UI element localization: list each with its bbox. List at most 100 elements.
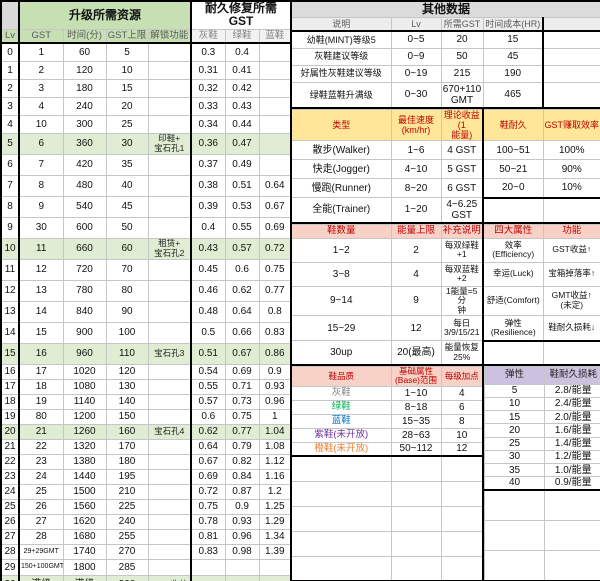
- cell-level[interactable]: 8: [0, 195, 20, 218]
- cell-points[interactable]: 12: [440, 441, 484, 458]
- empty-cell[interactable]: [484, 489, 545, 521]
- cell-gray-shoe-repair[interactable]: 0.81: [190, 528, 226, 545]
- cell-gray-shoe-repair[interactable]: 0.33: [190, 96, 226, 116]
- cell-blue-shoe-repair[interactable]: 0.64: [258, 174, 292, 197]
- cell-unlock-feature[interactable]: [147, 321, 192, 344]
- cell-gst-cap[interactable]: 50: [105, 216, 149, 239]
- cell-unlock-feature[interactable]: [147, 543, 192, 560]
- cell-unlock-feature[interactable]: 印鞋+ 宝石孔1: [147, 132, 192, 155]
- cell-gray-shoe-repair[interactable]: 0.31: [190, 60, 226, 80]
- cell-green-shoe-repair[interactable]: 0.55: [224, 216, 260, 239]
- cell-durability-cost[interactable]: 2.4/能量: [544, 396, 600, 412]
- empty-cell[interactable]: [440, 555, 484, 581]
- col-header-notes[interactable]: 补充说明: [440, 223, 484, 239]
- col-header-time[interactable]: 时间(分): [62, 28, 107, 45]
- cell-time-cost[interactable]: 190: [482, 64, 544, 83]
- cell-gray-shoe-repair[interactable]: 0.83: [190, 543, 226, 560]
- cell-gray-shoe-repair[interactable]: 0.43: [190, 237, 226, 260]
- cell-shoe-count-range[interactable]: 9~14: [290, 285, 392, 317]
- cell-unlock-feature[interactable]: 宝石孔3: [147, 342, 192, 365]
- cell-level[interactable]: 7: [0, 174, 20, 197]
- cell-unlock-feature[interactable]: [147, 528, 192, 545]
- cell-level[interactable]: 24: [0, 483, 20, 500]
- cell-durability-cost[interactable]: 1.0/能量: [544, 462, 600, 478]
- cell-level[interactable]: 16: [0, 363, 20, 380]
- cell-gst-cap[interactable]: 80: [105, 279, 149, 302]
- cell-resilience-value[interactable]: 25: [484, 436, 545, 451]
- empty-cell[interactable]: [390, 530, 442, 557]
- cell-attribute[interactable]: 舒适(Comfort): [482, 285, 544, 317]
- cell-blue-shoe-repair[interactable]: 0.93: [258, 378, 292, 395]
- empty-cell[interactable]: [484, 519, 545, 552]
- cell-gray-shoe-repair[interactable]: 0.6: [190, 408, 226, 425]
- cell-gray-shoe-repair[interactable]: 0.32: [190, 78, 226, 98]
- cell-level[interactable]: 4: [0, 114, 20, 134]
- cell-gst-cap[interactable]: 10: [105, 60, 149, 80]
- cell-gst-cap[interactable]: 300: [105, 574, 149, 581]
- cell-gst-efficiency[interactable]: [542, 197, 600, 224]
- cell-level[interactable]: 12: [0, 279, 20, 302]
- col-header-durability-cost[interactable]: 鞋耐久损耗: [544, 365, 600, 385]
- cell-energy-cap[interactable]: 20(最高): [390, 340, 442, 366]
- cell-gray-shoe-repair[interactable]: 0.4: [190, 216, 226, 239]
- cell-unlock-feature[interactable]: [147, 378, 192, 395]
- empty-cell[interactable]: [290, 530, 392, 557]
- cell-level[interactable]: 2: [0, 78, 20, 98]
- empty-cell[interactable]: [290, 455, 392, 482]
- cell-blue-shoe-repair[interactable]: 1.08: [258, 438, 292, 455]
- cell-green-shoe-repair[interactable]: 0.49: [224, 153, 260, 176]
- cell-gst-cost[interactable]: 13: [18, 279, 64, 302]
- empty-cell[interactable]: [390, 480, 442, 507]
- cell-blue-shoe-repair[interactable]: 0.75: [258, 258, 292, 281]
- cell-level[interactable]: 22: [0, 453, 20, 470]
- cell-gst-efficiency[interactable]: 100%: [542, 140, 600, 161]
- cell-green-shoe-repair[interactable]: 0.47: [224, 132, 260, 155]
- cell-time-minutes[interactable]: 780: [62, 279, 107, 302]
- cell-gray-shoe-repair[interactable]: 0.75: [190, 498, 226, 515]
- cell-blue-shoe-repair[interactable]: 1.2: [258, 483, 292, 500]
- cell-energy-cap[interactable]: 9: [390, 285, 442, 317]
- cell-time-minutes[interactable]: 1140: [62, 393, 107, 410]
- cell-gst-needed[interactable]: 670+110 GMT: [440, 81, 484, 109]
- cell-resilience-value[interactable]: 35: [484, 462, 545, 478]
- cell-resilience-value[interactable]: 40: [484, 476, 545, 491]
- col-header-four-attributes[interactable]: 四大属性: [482, 223, 544, 239]
- cell-durability-cost[interactable]: 0.9/能量: [544, 476, 600, 491]
- cell-gst-efficiency[interactable]: 90%: [542, 159, 600, 180]
- cell-gray-shoe-repair[interactable]: 0.3: [190, 42, 226, 62]
- cell-level[interactable]: 1: [0, 60, 20, 80]
- empty-cell[interactable]: [390, 505, 442, 532]
- cell-optimal-speed[interactable]: 8~20: [390, 178, 442, 199]
- col-header-gst-needed[interactable]: 所需GST: [440, 16, 484, 32]
- cell-gray-shoe-repair[interactable]: 0.57: [190, 393, 226, 410]
- cell-level[interactable]: 18: [0, 393, 20, 410]
- cell-durability-cost[interactable]: 2.0/能量: [544, 410, 600, 425]
- cell-description[interactable]: 灰鞋建议等级: [290, 47, 392, 66]
- cell-blue-shoe-repair[interactable]: 1.39: [258, 543, 292, 560]
- cell-gst-cost[interactable]: 6: [18, 132, 64, 155]
- cell-base-range[interactable]: 50~112: [390, 441, 442, 458]
- cell-green-shoe-repair[interactable]: 0.79: [224, 438, 260, 455]
- cell-level[interactable]: 0: [0, 42, 20, 62]
- cell-note[interactable]: 每双绿鞋 +1: [440, 237, 484, 263]
- cell-blue-shoe-repair[interactable]: [258, 96, 292, 116]
- cell-shoe-count-range[interactable]: 30up: [290, 340, 392, 366]
- cell-gst-cap[interactable]: 70: [105, 258, 149, 281]
- cell-time-cost[interactable]: 45: [482, 47, 544, 66]
- cell-gst-cap[interactable]: 285: [105, 558, 149, 576]
- cell-blue-shoe-repair[interactable]: 1.34: [258, 528, 292, 545]
- cell-gst-efficiency[interactable]: 10%: [542, 178, 600, 199]
- cell-theoretical-earn[interactable]: 5 GST: [440, 159, 484, 180]
- empty-cell[interactable]: [542, 81, 600, 109]
- cell-gst-needed[interactable]: 50: [440, 47, 484, 66]
- cell-type-name[interactable]: 慢跑(Runner): [290, 178, 392, 199]
- cell-level[interactable]: 26: [0, 513, 20, 530]
- empty-cell[interactable]: [390, 555, 442, 581]
- cell-time-minutes[interactable]: 满级: [62, 574, 107, 581]
- cell-unlock-feature[interactable]: [147, 42, 192, 62]
- cell-time-minutes[interactable]: 1560: [62, 498, 107, 515]
- cell-green-shoe-repair[interactable]: 0.98: [224, 543, 260, 560]
- cell-blue-shoe-repair[interactable]: 1.12: [258, 453, 292, 470]
- cell-quality-name[interactable]: 蓝鞋: [290, 413, 392, 429]
- cell-base-range[interactable]: 28~63: [390, 427, 442, 443]
